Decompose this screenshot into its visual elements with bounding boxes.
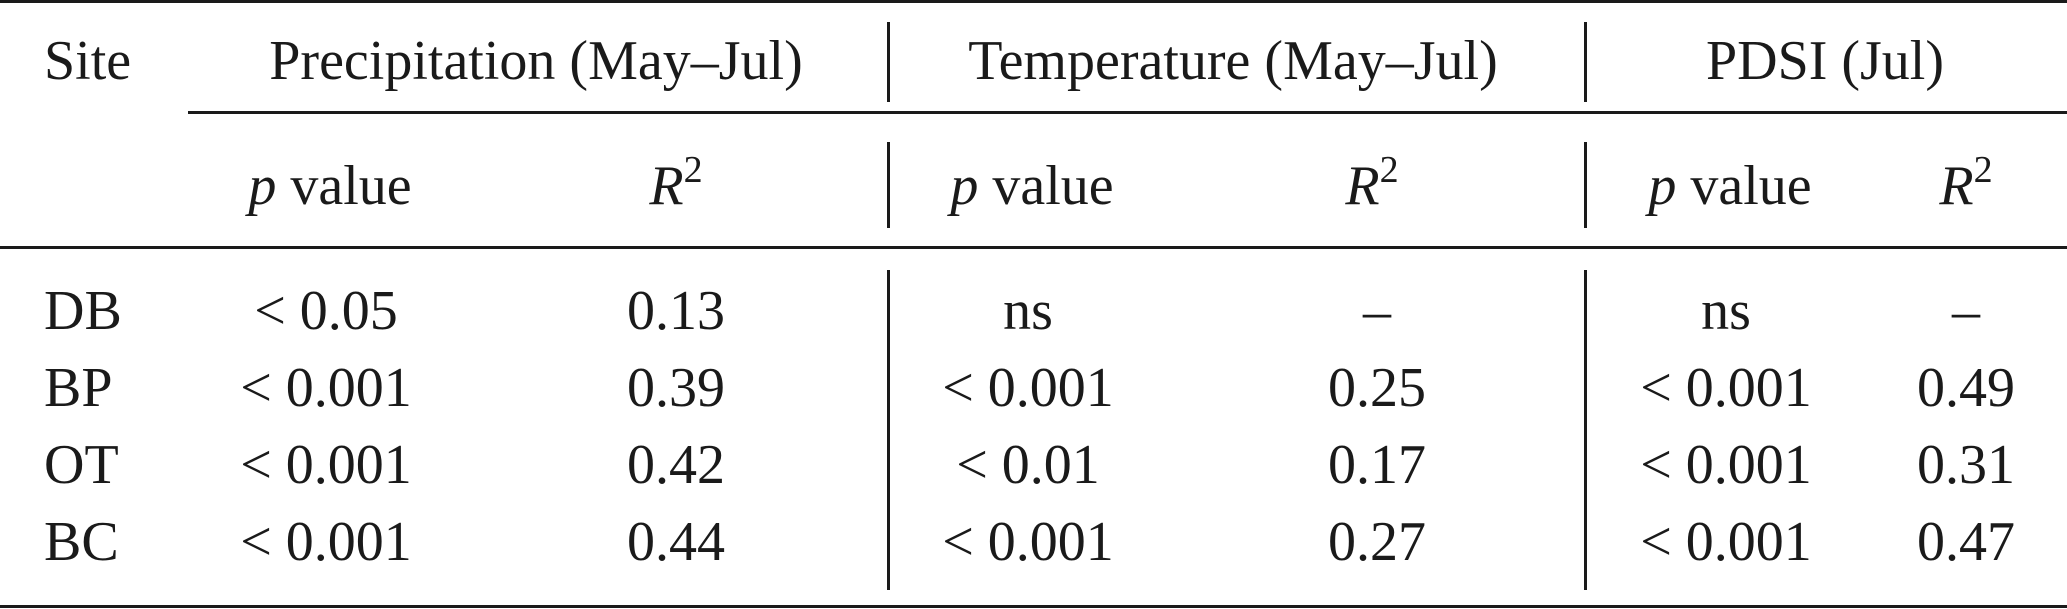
subheader-p-value-pdsi: p value [1648,158,1811,214]
subheader-r2-temp: R2 [1345,151,1398,217]
divider-temp-pdsi-body [1584,270,1587,590]
group-header-pdsi: PDSI (Jul) [1705,30,1945,92]
r-symbol: R [649,155,684,217]
group-header-precipitation: Precipitation (May–Jul) [269,30,803,92]
table-cell: < 0.001 [942,357,1114,419]
table-cell: ns [1003,280,1053,342]
table-cell: 0.39 [627,357,725,419]
table-cell: < 0.001 [240,511,412,573]
r-symbol: R [1939,155,1974,217]
subheader-p-value-temp: p value [950,158,1113,214]
divider-temp-pdsi-sub [1584,142,1587,228]
value-word: value [276,155,412,217]
divider-precip-temp-sub [887,142,890,228]
table-cell: < 0.05 [254,280,398,342]
value-word: value [1676,155,1812,217]
site-cell: BP [44,357,113,419]
table-cell: < 0.001 [240,357,412,419]
r-symbol: R [1345,155,1380,217]
table-cell: < 0.001 [1640,434,1812,496]
site-cell: BC [44,511,119,573]
table-cell: 0.31 [1917,434,2015,496]
p-symbol: p [950,155,979,217]
subheader-r2-precip: R2 [649,151,702,217]
table-cell: 0.25 [1328,357,1426,419]
group-underline [188,111,2067,114]
site-cell: DB [44,280,122,342]
table-cell: < 0.01 [956,434,1100,496]
subheader-r2-pdsi: R2 [1939,151,1992,217]
subheader-p-value-precip: p value [248,158,411,214]
table-cell: < 0.001 [942,511,1114,573]
table-cell: – [1952,280,1980,342]
header-rule [0,246,2067,249]
table-cell: – [1363,280,1391,342]
p-symbol: p [1648,155,1677,217]
r-exponent: 2 [1973,149,1993,191]
divider-precip-temp-header [887,22,890,102]
site-cell: OT [44,434,119,496]
table-cell: < 0.001 [240,434,412,496]
table-cell: < 0.001 [1640,511,1812,573]
table-cell: 0.17 [1328,434,1426,496]
p-symbol: p [248,155,277,217]
table-cell: < 0.001 [1640,357,1812,419]
table-cell: ns [1701,280,1751,342]
r-exponent: 2 [1379,149,1399,191]
value-word: value [978,155,1114,217]
table-cell: 0.44 [627,511,725,573]
divider-precip-temp-body [887,270,890,590]
group-header-temperature: Temperature (May–Jul) [968,30,1498,92]
table-cell: 0.47 [1917,511,2015,573]
r-exponent: 2 [683,149,703,191]
table-cell: 0.49 [1917,357,2015,419]
table-cell: 0.42 [627,434,725,496]
site-header: Site [44,30,132,92]
divider-temp-pdsi-header [1584,22,1587,102]
bottom-rule [0,605,2067,608]
top-rule [0,0,2067,3]
table-cell: 0.13 [627,280,725,342]
table-cell: 0.27 [1328,511,1426,573]
